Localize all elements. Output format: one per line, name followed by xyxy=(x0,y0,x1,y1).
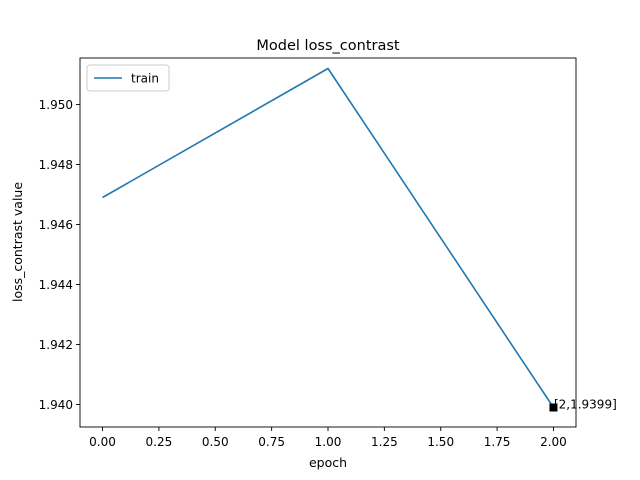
y-tick-label: 1.944 xyxy=(39,278,73,292)
x-tick-label: 1.75 xyxy=(484,435,511,449)
x-tick-label: 1.00 xyxy=(315,435,342,449)
x-axis-label: epoch xyxy=(309,455,347,470)
y-axis-label: loss_contrast value xyxy=(10,182,25,302)
chart-title: Model loss_contrast xyxy=(256,38,400,54)
y-tick-label: 1.942 xyxy=(39,338,73,352)
y-tick-label: 1.940 xyxy=(39,398,73,412)
plot-area: 0.00 0.25 0.50 0.75 1.00 1.25 1.50 1.75 2.00 1.94… xyxy=(39,57,617,449)
x-tick-label: 0.75 xyxy=(258,435,285,449)
x-tick-label: 0.00 xyxy=(89,435,116,449)
y-tick-label: 1.950 xyxy=(39,98,73,112)
annotation-marker xyxy=(549,403,558,412)
axes-frame xyxy=(79,57,577,428)
x-tick-label: 1.50 xyxy=(427,435,454,449)
x-tick-label: 0.25 xyxy=(146,435,173,449)
x-tick-label: 2.00 xyxy=(540,435,567,449)
series-line-train xyxy=(102,67,555,408)
x-tick-label: 0.50 xyxy=(202,435,229,449)
x-tick-label: 1.25 xyxy=(371,435,398,449)
y-tick-label: 1.948 xyxy=(39,158,73,172)
y-tick-label: 1.946 xyxy=(39,218,73,232)
annotation-label: [2,1.9399] xyxy=(554,398,617,412)
legend-label: train xyxy=(131,72,159,86)
legend-box xyxy=(86,64,170,92)
